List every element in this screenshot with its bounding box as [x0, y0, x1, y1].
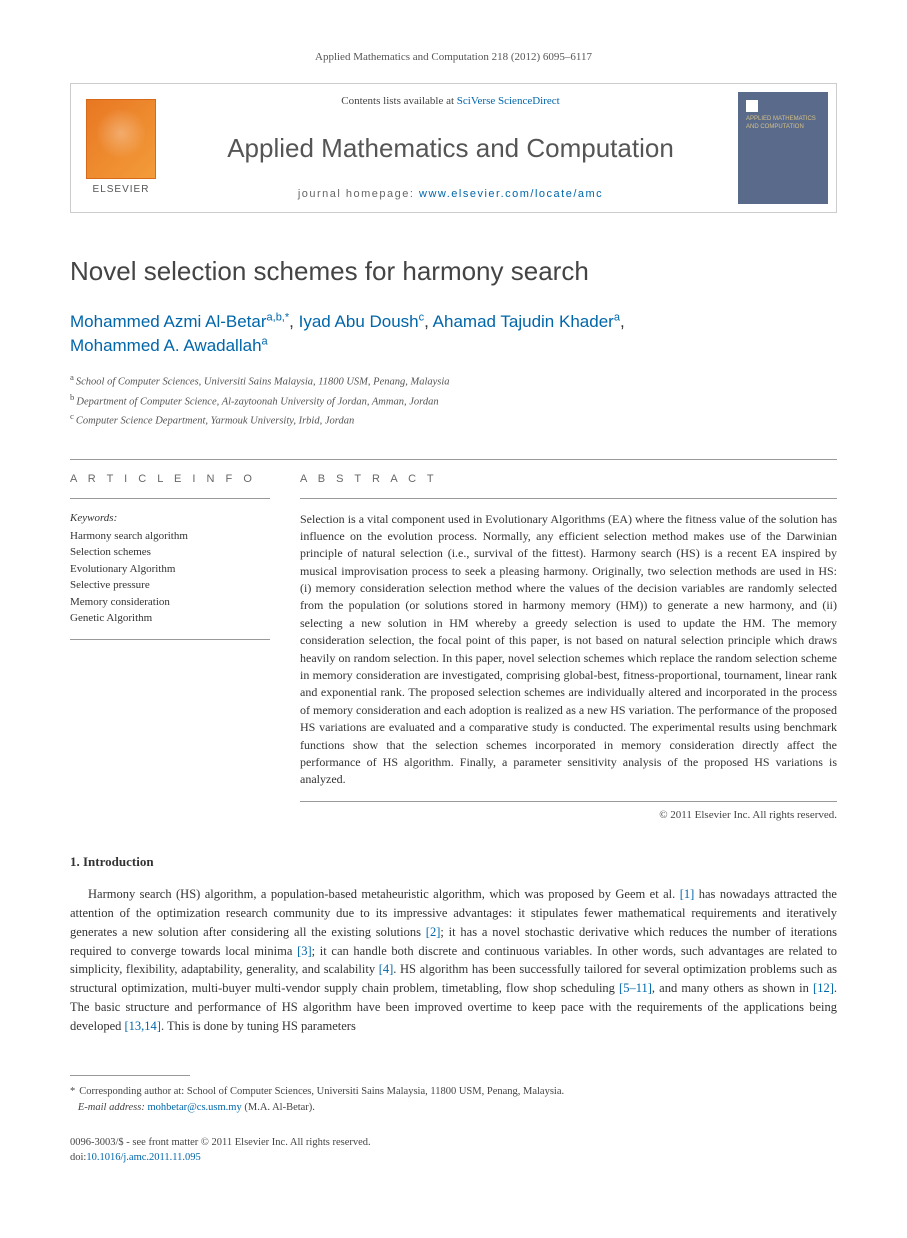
- abstract-label: A B S T R A C T: [300, 460, 837, 498]
- keyword-item: Harmony search algorithm: [70, 528, 270, 545]
- citation-link[interactable]: [2]: [426, 925, 441, 939]
- footer-block: 0096-3003/$ - see front matter © 2011 El…: [70, 1136, 837, 1165]
- sciencedirect-link[interactable]: SciVerse ScienceDirect: [457, 95, 560, 107]
- publisher-name: ELSEVIER: [93, 183, 150, 197]
- email-label: E-mail address:: [78, 1102, 145, 1113]
- author-aff-sup[interactable]: a: [262, 335, 268, 347]
- header-citation: Applied Mathematics and Computation 218 …: [70, 50, 837, 65]
- keyword-item: Genetic Algorithm: [70, 610, 270, 627]
- doi-line: doi:10.1016/j.amc.2011.11.095: [70, 1151, 837, 1166]
- copyright-line: © 2011 Elsevier Inc. All rights reserved…: [300, 808, 837, 823]
- body-text-span: Harmony search (HS) algorithm, a populat…: [88, 887, 680, 901]
- homepage-link[interactable]: www.elsevier.com/locate/amc: [419, 188, 603, 200]
- journal-cover-thumbnail[interactable]: APPLIED MATHEMATICS AND COMPUTATION: [738, 92, 828, 204]
- masthead-center: Contents lists available at SciVerse Sci…: [171, 84, 730, 212]
- author-link[interactable]: Mohammed A. Awadallah: [70, 336, 262, 355]
- author-aff-sup[interactable]: c: [419, 311, 425, 323]
- author-aff-sup[interactable]: a,b,*: [267, 311, 290, 323]
- author-link[interactable]: Mohammed Azmi Al-Betar: [70, 312, 267, 331]
- citation-link[interactable]: [4]: [379, 962, 394, 976]
- homepage-line: journal homepage: www.elsevier.com/locat…: [191, 187, 710, 202]
- affiliation-line: aSchool of Computer Sciences, Universiti…: [70, 371, 837, 390]
- footnote-separator: [70, 1075, 190, 1076]
- abstract-text: Selection is a vital component used in E…: [300, 499, 837, 802]
- article-info-column: A R T I C L E I N F O Keywords: Harmony …: [70, 460, 270, 823]
- body-text-span: , and many others as shown in: [652, 981, 813, 995]
- doi-label: doi:: [70, 1152, 86, 1163]
- affiliations-block: aSchool of Computer Sciences, Universiti…: [70, 371, 837, 429]
- intro-paragraph: Harmony search (HS) algorithm, a populat…: [70, 885, 837, 1035]
- author-link[interactable]: Iyad Abu Doush: [299, 312, 419, 331]
- affiliation-line: cComputer Science Department, Yarmouk Un…: [70, 410, 837, 429]
- citation-link[interactable]: [12]: [813, 981, 834, 995]
- keywords-label: Keywords:: [70, 511, 270, 526]
- abstract-column: A B S T R A C T Selection is a vital com…: [300, 460, 837, 823]
- email-author-name: (M.A. Al-Betar).: [244, 1102, 315, 1113]
- contents-prefix: Contents lists available at: [341, 95, 456, 107]
- author-aff-sup[interactable]: a: [614, 311, 620, 323]
- keyword-item: Evolutionary Algorithm: [70, 561, 270, 578]
- citation-link[interactable]: [3]: [297, 944, 312, 958]
- homepage-prefix: journal homepage:: [298, 188, 419, 200]
- body-text-span: . This is done by tuning HS parameters: [161, 1019, 356, 1033]
- citation-link[interactable]: [1]: [680, 887, 695, 901]
- email-link[interactable]: mohbetar@cs.usm.my: [147, 1102, 241, 1113]
- issn-copyright-line: 0096-3003/$ - see front matter © 2011 El…: [70, 1136, 837, 1151]
- publisher-logo[interactable]: ELSEVIER: [71, 84, 171, 212]
- authors-line: Mohammed Azmi Al-Betara,b,*, Iyad Abu Do…: [70, 310, 837, 358]
- corresponding-author-footnote: * Corresponding author at: School of Comp…: [70, 1084, 837, 1116]
- corr-author-text: Corresponding author at: School of Compu…: [79, 1086, 564, 1097]
- info-abstract-row: A R T I C L E I N F O Keywords: Harmony …: [70, 459, 837, 823]
- citation-link[interactable]: [13,14]: [125, 1019, 161, 1033]
- cover-thumb-text: APPLIED MATHEMATICS AND COMPUTATION: [746, 116, 828, 130]
- keyword-item: Selective pressure: [70, 577, 270, 594]
- elsevier-tree-icon: [86, 99, 156, 179]
- keywords-block: Keywords: Harmony search algorithm Selec…: [70, 499, 270, 640]
- asterisk-icon: *: [70, 1086, 75, 1097]
- keyword-item: Memory consideration: [70, 594, 270, 611]
- masthead: ELSEVIER Contents lists available at Sci…: [70, 83, 837, 213]
- citation-link[interactable]: [5–11]: [619, 981, 652, 995]
- doi-link[interactable]: 10.1016/j.amc.2011.11.095: [86, 1152, 200, 1163]
- section-heading-introduction: 1. Introduction: [70, 853, 837, 871]
- affiliation-line: bDepartment of Computer Science, Al-zayt…: [70, 391, 837, 410]
- contents-available-line: Contents lists available at SciVerse Sci…: [191, 94, 710, 109]
- journal-name: Applied Mathematics and Computation: [191, 130, 710, 166]
- author-link[interactable]: Ahamad Tajudin Khader: [433, 312, 614, 331]
- article-info-label: A R T I C L E I N F O: [70, 460, 270, 498]
- article-title: Novel selection schemes for harmony sear…: [70, 253, 837, 289]
- keyword-item: Selection schemes: [70, 544, 270, 561]
